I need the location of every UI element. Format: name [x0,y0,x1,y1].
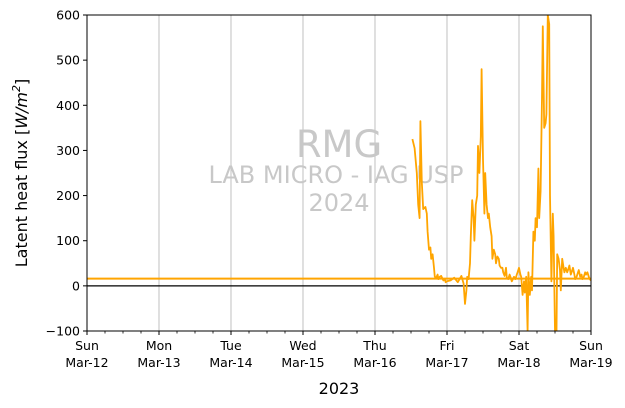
x-tick-label-day-6: Sat [509,338,530,353]
x-tick-label-date-4: Mar-16 [353,355,396,370]
y-tick-label-2: 100 [56,233,80,248]
watermark-year: 2024 [308,189,369,217]
x-tick-label-day-0: Sun [75,338,99,353]
x-tick-label-day-7: Sun [579,338,603,353]
y-axis-title-unit: W/m [12,92,31,129]
x-tick-label-date-1: Mar-13 [137,355,180,370]
y-tick-label-4: 300 [56,143,80,158]
x-tick-label-date-3: Mar-15 [281,355,324,370]
series-group [87,15,591,331]
watermark-lab: LAB MICRO - IAG USP [208,161,463,189]
y-axis-title: Latent heat flux [W/m2] [10,79,31,268]
x-tick-label-date-0: Mar-12 [65,355,108,370]
x-tick-label-date-7: Mar-19 [569,355,612,370]
y-tick-label-3: 200 [56,188,80,203]
watermark: RMG LAB MICRO - IAG USP 2024 [208,123,463,217]
y-tick-label-5: 400 [56,98,80,113]
y-axis-title-prefix: Latent heat flux [ [12,129,31,268]
x-tick-label-date-6: Mar-18 [497,355,540,370]
x-tick-label-day-2: Tue [219,338,242,353]
watermark-rmg: RMG [296,123,382,166]
x-tick-label-day-4: Thu [362,338,386,353]
x-axis: Sun Mar-12 Mon Mar-13 Tue Mar-14 Wed Mar-15 Thu M… [65,331,613,370]
y-tick-label-1: 0 [72,278,80,293]
y-axis-title-suffix: ] [12,79,31,85]
x-tick-label-date-2: Mar-14 [209,355,252,370]
y-tick-label-0: −100 [46,324,80,339]
x-tick-label-day-5: Fri [440,338,455,353]
x-tick-label-day-3: Wed [289,338,316,353]
y-tick-label-6: 500 [56,53,80,68]
y-axis-title-exp: 2 [10,85,23,92]
y-tick-label-7: 600 [56,8,80,23]
y-axis: −100 0 100 200 300 400 500 600 [46,8,87,339]
x-axis-title: 2023 [319,379,360,398]
x-tick-label-date-5: Mar-17 [425,355,468,370]
x-tick-label-day-1: Mon [146,338,172,353]
